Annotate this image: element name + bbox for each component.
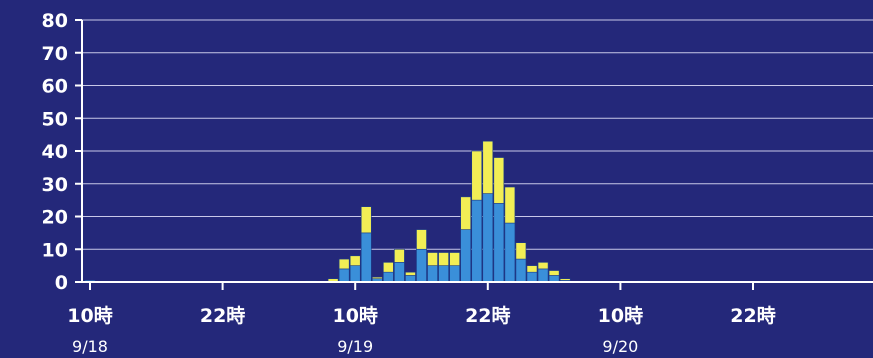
bar-s1-41 <box>537 262 549 270</box>
bar-s0-39 <box>515 258 527 283</box>
bar-s1-29 <box>405 271 416 276</box>
bar-s1-23 <box>338 258 350 270</box>
bar-s1-38 <box>504 186 516 224</box>
bar-s0-34 <box>460 229 472 283</box>
bar-s0-35 <box>471 199 483 283</box>
bar-s0-27 <box>383 271 394 283</box>
bar-s1-43 <box>559 278 571 281</box>
bar-s0-41 <box>537 268 549 283</box>
x-date-label: 9/18 <box>72 337 108 356</box>
bar-s0-24 <box>349 265 361 283</box>
bar-s0-37 <box>493 203 505 283</box>
y-tick-label: 80 <box>42 10 68 32</box>
x-tick-label: 22時 <box>200 305 245 327</box>
y-tick-label: 70 <box>42 43 68 65</box>
bars <box>84 140 648 283</box>
bar-s0-32 <box>438 265 449 283</box>
y-tick-label: 30 <box>42 174 68 196</box>
bar-s0-36 <box>482 193 494 283</box>
bar-s0-23 <box>338 268 350 283</box>
bar-s1-28 <box>394 248 405 263</box>
bar-s1-24 <box>349 255 361 266</box>
bar-s0-33 <box>449 265 460 283</box>
x-axis-ticks: 10時 9/18 22時 10時 9/19 22時 10時 9/20 22時 <box>67 282 776 356</box>
bar-s1-35 <box>471 150 483 201</box>
y-tick-label: 40 <box>42 141 68 163</box>
x-tick-label: 22時 <box>730 305 775 327</box>
bar-s1-27 <box>383 262 394 273</box>
bar-s1-42 <box>548 270 560 276</box>
y-tick-label: 60 <box>42 76 68 98</box>
x-date-label: 9/20 <box>602 337 638 356</box>
y-tick-label: 10 <box>42 239 68 261</box>
y-axis-ticks: 0 10 20 30 40 50 60 70 80 <box>42 10 82 294</box>
bar-s1-40 <box>526 265 538 273</box>
x-tick-label: 10時 <box>598 305 643 327</box>
bar-s0-28 <box>394 262 405 283</box>
bar-s1-39 <box>515 242 527 260</box>
bar-s1-37 <box>493 157 505 204</box>
bar-s1-30 <box>416 229 427 250</box>
bar-s0-40 <box>526 271 538 283</box>
bar-s0-31 <box>427 265 438 283</box>
y-tick-label: 20 <box>42 207 68 229</box>
bar-s1-31 <box>427 252 438 266</box>
bar-s0-38 <box>504 222 516 283</box>
y-tick-label: 0 <box>55 272 68 294</box>
bar-s1-25 <box>360 206 372 234</box>
x-tick-label: 22時 <box>465 305 510 327</box>
bar-s1-32 <box>438 252 449 266</box>
bar-s1-34 <box>460 196 472 230</box>
bar-s0-30 <box>416 248 427 283</box>
bar-s1-33 <box>449 252 460 266</box>
x-tick-label: 10時 <box>332 305 377 327</box>
bar-s1-26 <box>371 276 383 280</box>
y-tick-label: 50 <box>42 108 68 130</box>
x-date-label: 9/19 <box>337 337 373 356</box>
x-tick-label: 10時 <box>67 305 112 327</box>
bar-s0-25 <box>360 232 372 283</box>
bar-s1-36 <box>482 140 494 194</box>
